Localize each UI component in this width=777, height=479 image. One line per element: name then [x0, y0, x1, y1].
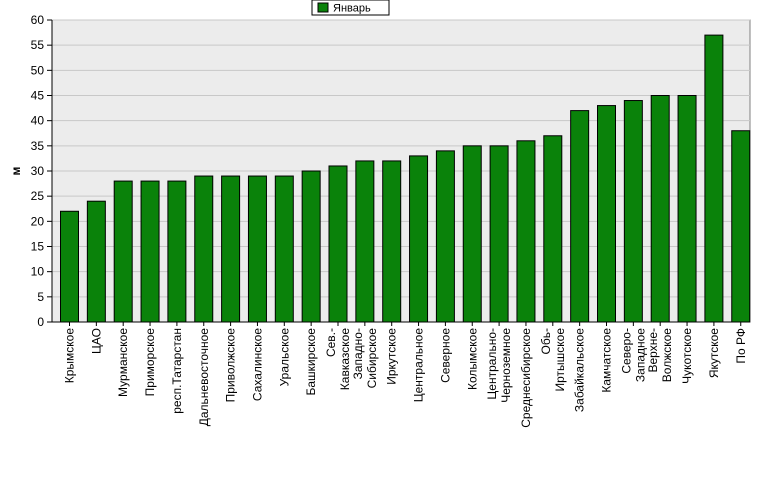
legend: Январь [311, 0, 390, 16]
bar [650, 95, 670, 323]
x-tick-label: респ.Татарстан [170, 328, 184, 414]
bar [597, 105, 616, 323]
x-axis-labels: Крымское ЦАО Мурманское Приморское респ.Тата… [63, 322, 748, 428]
x-tick-label: Камчатское [600, 328, 614, 393]
bar [516, 140, 536, 323]
bar [194, 175, 214, 323]
bar [570, 110, 590, 323]
x-tick-label: Чукотское [680, 328, 694, 384]
bar [677, 95, 697, 323]
y-tick-label: 15 [31, 240, 45, 254]
x-tick-label: Волжское [660, 328, 674, 383]
bar [435, 150, 455, 323]
x-tick-label: Черноземное [499, 328, 513, 403]
x-tick-label: Центрально- [485, 328, 499, 400]
x-tick-label: Забайкальское [573, 328, 587, 412]
x-tick-label: Верхне- [646, 328, 660, 373]
bar [167, 180, 187, 323]
x-tick-label: По РФ [734, 328, 748, 364]
x-tick-label: Якутское [707, 328, 721, 378]
y-tick-label: 5 [37, 290, 44, 304]
x-tick-label: Приволжское [224, 328, 238, 403]
y-axis-ticks: 0 5 10 15 20 25 30 35 40 45 50 55 60 [31, 13, 52, 329]
bar [113, 180, 133, 323]
x-tick-label: Северное [438, 328, 452, 383]
bar [140, 180, 160, 323]
bar [274, 175, 294, 323]
x-tick-label: Иртышское [553, 328, 567, 392]
bar [301, 170, 321, 323]
x-tick-label: Западное [633, 328, 647, 382]
x-tick-label: Сев.- [324, 328, 338, 357]
bar [86, 200, 106, 323]
bar [382, 160, 402, 323]
y-tick-label: 10 [31, 265, 45, 279]
x-tick-label: Центральное [412, 328, 426, 403]
x-tick-label: Башкирское [304, 328, 318, 396]
x-tick-label: Приморское [143, 328, 157, 397]
y-tick-label: 45 [31, 89, 45, 103]
bar [489, 145, 509, 323]
bars [60, 34, 751, 323]
y-tick-label: 60 [31, 13, 45, 27]
bar [731, 130, 751, 323]
legend-swatch [317, 2, 329, 13]
x-tick-label: Западно- [351, 328, 365, 379]
y-tick-label: 35 [31, 139, 45, 153]
bar [409, 155, 429, 323]
y-tick-label: 50 [31, 63, 45, 77]
bar [221, 175, 241, 323]
bar [704, 34, 724, 323]
x-tick-label: Дальневосточное [197, 328, 211, 427]
bar [462, 145, 482, 323]
x-tick-label: ЦАО [89, 328, 103, 354]
legend-box [311, 0, 390, 16]
y-axis-title: м [9, 166, 23, 175]
y-tick-label: 40 [31, 114, 45, 128]
y-tick-label: 30 [31, 164, 45, 178]
x-tick-label: Иркутское [385, 328, 399, 385]
x-tick-label: Крымское [63, 328, 77, 384]
bar [543, 135, 563, 323]
bar [355, 160, 375, 323]
x-tick-label: Сибирское [365, 328, 379, 389]
x-tick-label: Обь- [539, 328, 553, 354]
x-tick-label: Уральское [277, 328, 291, 387]
y-tick-label: 20 [31, 214, 45, 228]
x-tick-label: Среднесибирское [519, 328, 533, 428]
x-tick-label: Колымское [465, 328, 479, 390]
x-tick-label: Северо- [619, 328, 633, 374]
bar [623, 100, 643, 323]
y-tick-label: 0 [37, 315, 44, 329]
bar [247, 175, 267, 323]
y-tick-label: 25 [31, 189, 45, 203]
bar [328, 165, 348, 323]
x-tick-label: Мурманское [116, 328, 130, 397]
bar [60, 210, 79, 323]
legend-label: Январь [333, 3, 371, 15]
y-tick-label: 55 [31, 38, 45, 52]
x-tick-label: Кавказское [338, 328, 352, 391]
x-tick-label: Сахалинское [250, 328, 264, 401]
